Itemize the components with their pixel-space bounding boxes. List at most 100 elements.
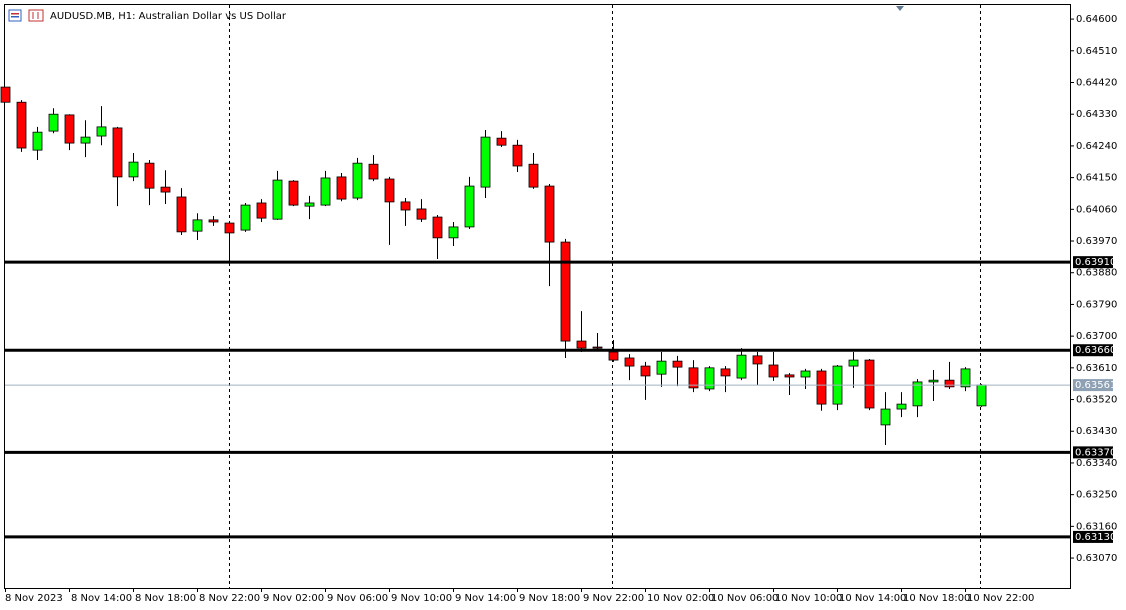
candle-body	[768, 364, 779, 378]
candle-body	[336, 176, 347, 200]
candle-body	[288, 180, 299, 206]
candle-body	[160, 186, 171, 193]
y-tick-label: 0.63610	[1076, 363, 1117, 374]
candle-body	[400, 201, 411, 211]
x-tick-label: 8 Nov 14:00	[71, 593, 132, 604]
candle-body	[128, 161, 139, 178]
candle-body	[976, 384, 987, 407]
candle-body	[496, 137, 507, 146]
y-tick-label: 0.63250	[1076, 490, 1117, 501]
icon	[11, 13, 19, 15]
level-label: 0.63370	[1075, 447, 1116, 458]
x-tick-label: 9 Nov 06:00	[327, 593, 388, 604]
toolbar-icons	[8, 9, 44, 22]
x-tick-label: 10 Nov 22:00	[967, 593, 1034, 604]
candle-body	[64, 114, 75, 144]
level-label-box	[1073, 344, 1113, 357]
y-tick-label: 0.64240	[1076, 141, 1117, 152]
candle-body	[352, 162, 363, 199]
candle-body	[432, 216, 443, 239]
candle-body	[800, 370, 811, 378]
candle-body	[688, 367, 699, 389]
candle-body	[320, 177, 331, 206]
y-tick-label: 0.63520	[1076, 395, 1117, 406]
y-tick-label: 0.63160	[1076, 521, 1117, 532]
chart-title: AUDUSD.MB, H1: Australian Dollar vs US D…	[50, 11, 287, 22]
candle-body	[896, 403, 907, 410]
y-tick-label: 0.64510	[1076, 46, 1117, 57]
candle-body	[240, 204, 251, 231]
candle-body	[944, 379, 955, 388]
x-tick-label: 10 Nov 10:00	[775, 593, 842, 604]
x-tick-label: 8 Nov 18:00	[135, 593, 196, 604]
candle-body	[544, 185, 555, 243]
candle-body	[464, 185, 475, 228]
candle-body	[640, 365, 651, 377]
candle-body	[736, 354, 747, 379]
level-label-box	[1073, 530, 1113, 543]
x-tick-label: 8 Nov 2023	[5, 593, 63, 604]
y-tick-label: 0.64600	[1076, 14, 1117, 25]
y-tick-label: 0.64150	[1076, 173, 1117, 184]
candle-body	[176, 196, 187, 233]
x-tick-label: 9 Nov 18:00	[519, 593, 580, 604]
y-tick-label: 0.64060	[1076, 204, 1117, 215]
y-tick-label: 0.64420	[1076, 77, 1117, 88]
candle-body	[16, 101, 27, 149]
candle-body	[656, 360, 667, 375]
y-tick-label: 0.63430	[1076, 426, 1117, 437]
candle-body	[368, 163, 379, 180]
candle-body	[912, 381, 923, 407]
candle-body	[960, 368, 971, 388]
candle-body	[256, 202, 267, 219]
candle-body	[96, 126, 107, 137]
candle-body	[304, 202, 315, 207]
icon	[8, 9, 22, 22]
candle-body	[864, 359, 875, 409]
y-tick-label: 0.63700	[1076, 331, 1117, 342]
x-tick-label: 10 Nov 02:00	[647, 593, 714, 604]
candle-body	[512, 144, 523, 167]
candle-body	[928, 379, 939, 383]
separators	[229, 5, 981, 588]
candle-body	[80, 136, 91, 144]
x-tick-label: 9 Nov 10:00	[391, 593, 452, 604]
x-tick-label: 9 Nov 14:00	[455, 593, 516, 604]
candle-body	[272, 179, 283, 220]
candle-body	[880, 408, 891, 426]
level-label-box	[1073, 256, 1113, 269]
candle-body	[192, 219, 203, 232]
candle-body	[208, 219, 219, 223]
candle-body	[560, 241, 571, 342]
level-label-box	[1073, 446, 1113, 459]
x-tick-label: 8 Nov 22:00	[199, 593, 260, 604]
candle-body	[672, 360, 683, 368]
candle-body	[816, 370, 827, 405]
x-tick-label: 10 Nov 06:00	[711, 593, 778, 604]
x-tick-label: 9 Nov 22:00	[583, 593, 644, 604]
candle-body	[0, 86, 11, 103]
y-tick-label: 0.63070	[1076, 553, 1117, 564]
candle-body	[480, 136, 491, 188]
candle-body	[448, 226, 459, 239]
candle-body	[608, 351, 619, 361]
y-tick-label: 0.63970	[1076, 236, 1117, 247]
current-price-box	[1073, 379, 1113, 392]
y-tick-label: 0.64330	[1076, 109, 1117, 120]
candle-body	[752, 355, 763, 365]
current-price-label: 0.63561	[1075, 380, 1116, 391]
candle-body	[784, 374, 795, 378]
y-tick-label: 0.63340	[1076, 458, 1117, 469]
candle-body	[576, 340, 587, 349]
candle-body	[144, 162, 155, 189]
candle-body	[112, 127, 123, 178]
level-label: 0.63660	[1075, 345, 1116, 356]
x-tick-label: 10 Nov 14:00	[839, 593, 906, 604]
x-tick-label: 10 Nov 18:00	[903, 593, 970, 604]
candle-body	[720, 368, 731, 377]
candle-body	[624, 357, 635, 367]
candle-body	[416, 208, 427, 220]
y-tick-label: 0.63790	[1076, 299, 1117, 310]
candle-body	[32, 131, 43, 151]
